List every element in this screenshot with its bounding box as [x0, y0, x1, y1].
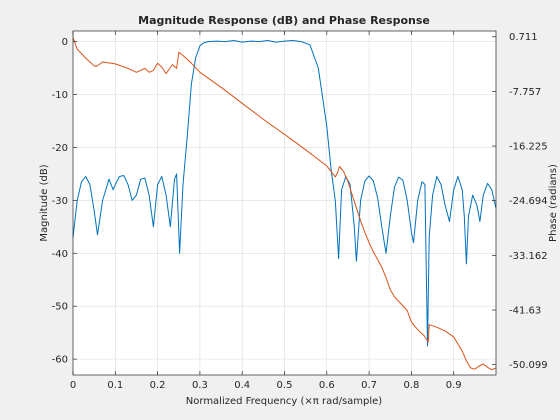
x-tick-label: 0.2: [150, 380, 166, 391]
x-tick-label: 0.6: [319, 380, 335, 391]
y-right-tick-label: -7.757: [509, 87, 541, 98]
y-left-tick-label: -50: [52, 302, 68, 313]
y-axis-label-right: Phase (radians): [548, 164, 559, 242]
x-tick-label: 0.5: [277, 380, 293, 391]
y-left-tick-label: -40: [52, 249, 68, 260]
magnitude-series-line: [72, 40, 497, 347]
y-right-tick-label: -33.162: [509, 251, 548, 262]
y-right-tick-label: -24.694: [509, 196, 548, 207]
y-right-tick-label: -41.63: [509, 306, 541, 317]
x-tick-label: 0.9: [446, 380, 462, 391]
phase-series-line: [72, 37, 497, 371]
plot-lines: [72, 37, 497, 371]
y-left-tick-label: -10: [52, 90, 68, 101]
x-tick-label: 0: [70, 380, 76, 391]
y-left-tick-label: 0: [62, 37, 68, 48]
y-left-tick-label: -30: [52, 196, 68, 207]
y-right-tick-label: 0.711: [509, 32, 538, 43]
x-tick-label: 0.7: [361, 380, 377, 391]
y-axis-label-left: Magnitude (dB): [39, 164, 50, 241]
x-axis-label: Normalized Frequency (×π rad/sample): [186, 396, 383, 407]
y-left-tick-label: -60: [52, 355, 68, 366]
x-tick-label: 0.1: [107, 380, 123, 391]
chart-title: Magnitude Response (dB) and Phase Respon…: [138, 14, 430, 27]
y-right-tick-label: -16.225: [509, 142, 548, 153]
axis-ticks: 0 0.1 0.2 0.3 0.4 0.5 0.6 0.7 0.8 0.9 0 -10 -20 -30 -4…: [52, 31, 548, 391]
y-right-tick-label: -50.099: [509, 360, 548, 371]
x-tick-label: 0.4: [234, 380, 250, 391]
grid-lines: [73, 31, 496, 375]
x-tick-label: 0.8: [403, 380, 419, 391]
y-left-tick-label: -20: [52, 143, 68, 154]
x-tick-label: 0.3: [192, 380, 208, 391]
